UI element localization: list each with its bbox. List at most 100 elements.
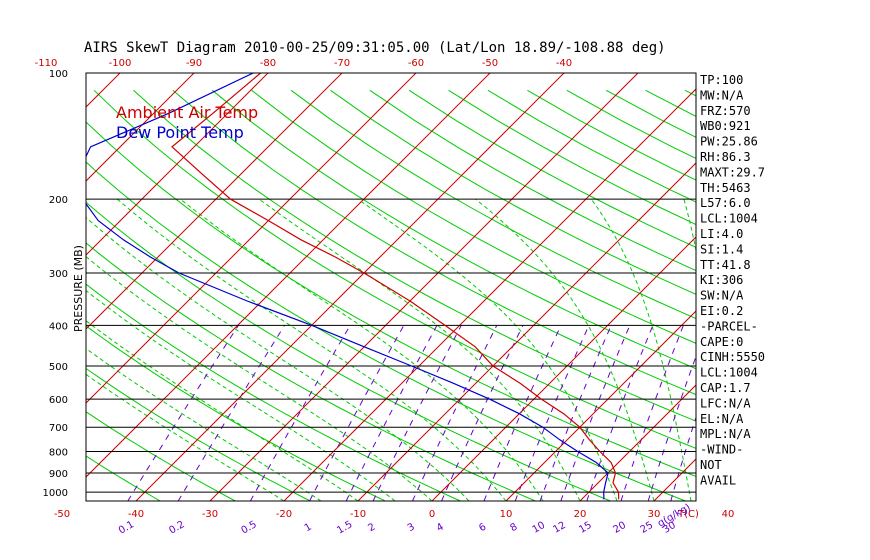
top-temperature-tick-label: -70 <box>334 58 350 69</box>
isotherm-line <box>283 88 696 501</box>
pressure-tick-label: 200 <box>49 195 68 206</box>
dry-adiabat-line <box>86 121 696 477</box>
isotherm-line <box>357 162 696 501</box>
top-temperature-tick-label: -80 <box>260 58 276 69</box>
bottom-temperature-tick-label: -10 <box>350 509 366 520</box>
series-line-1 <box>86 73 609 500</box>
moist-adiabat-line <box>357 198 618 501</box>
index-item: PW:25.86 <box>700 135 758 149</box>
index-item: LCL:1004 <box>700 366 758 380</box>
pressure-tick-label: 400 <box>49 321 68 332</box>
pressure-tick-label: 900 <box>49 469 68 480</box>
isotherm-line <box>209 73 639 501</box>
mixing-ratio-line <box>483 325 562 501</box>
isotherm-line <box>86 73 269 256</box>
index-item: TP:100 <box>700 73 743 87</box>
dry-adiabat-line <box>86 325 386 501</box>
index-item: -PARCEL- <box>700 319 758 333</box>
mixing-ratio-tick-label: 6 <box>477 521 488 534</box>
mixing-ratio-line <box>309 325 405 501</box>
index-item: FRZ:570 <box>700 104 751 118</box>
isotherm-line <box>431 236 696 501</box>
index-item: CAPE:0 <box>700 335 743 349</box>
index-item: EI:0.2 <box>700 304 743 318</box>
chart-title: AIRS SkewT Diagram 2010-00-25/09:31:05.0… <box>84 40 666 56</box>
dry-adiabat-line <box>448 89 696 226</box>
mixing-ratio-tick-labels: 0.1 0.2 0.5 1 1.5 2 3 4 6 8 10 12 15 20 25 30 <box>117 519 678 537</box>
top-temperature-tick-label: -90 <box>186 58 202 69</box>
dry-adiabat-line <box>86 161 686 501</box>
top-temperature-tick-label: -40 <box>556 58 572 69</box>
index-item: MAXT:29.7 <box>700 165 765 179</box>
sounding-profiles <box>86 73 620 500</box>
mixing-ratio-line <box>441 325 524 501</box>
mixing-ratio-tick-label: 0.2 <box>167 519 186 536</box>
pressure-tick-label: 600 <box>49 395 68 406</box>
pressure-tick-label: 1000 <box>43 488 68 499</box>
dry-adiabat-line <box>369 89 696 272</box>
index-item: LFC:N/A <box>700 396 751 410</box>
isotherm-line <box>86 73 491 478</box>
bottom-temperature-tick-label: 40 <box>722 509 735 520</box>
mixing-ratio-tick-label: 0.1 <box>117 519 136 536</box>
mixing-ratio-tick-label: 25 <box>639 520 656 536</box>
index-item: SW:N/A <box>700 289 744 303</box>
bottom-temperature-tick-labels: -50 -40 -30 -20 -10 0 10 20 30 40 <box>54 509 735 520</box>
moist-adiabat-line <box>590 198 692 501</box>
top-temperature-tick-label: -100 <box>109 58 132 69</box>
bottom-temperature-tick-label: 10 <box>500 509 513 520</box>
mixing-ratio-line <box>514 325 590 501</box>
top-temperature-tick-label: -60 <box>408 58 424 69</box>
dry-adiabat-line <box>86 455 161 501</box>
dry-adiabat-line <box>86 283 461 501</box>
top-temperature-tick-labels: -120-110-100-90-80-70-60-50-40 <box>35 58 573 69</box>
index-item: SI:1.4 <box>700 242 743 256</box>
isotherm-line <box>86 73 343 330</box>
isobar-lines <box>86 72 696 493</box>
mixing-ratio-line <box>372 325 462 501</box>
isotherm-line <box>86 73 417 404</box>
pressure-tick-label: 700 <box>49 423 68 434</box>
index-item: EL:N/A <box>700 412 744 426</box>
bottom-temperature-tick-label: 30 <box>648 509 661 520</box>
dry-adiabat-line <box>251 89 696 344</box>
dry-adiabat-line <box>86 242 536 501</box>
bottom-temperature-tick-label: -50 <box>54 509 70 520</box>
pressure-tick-labels: 100 200 300 400 500 600 700 800 900 1000 <box>43 69 68 499</box>
mixing-ratio-line <box>249 325 351 501</box>
top-temperature-tick-label: -110 <box>35 58 58 69</box>
mixing-ratio-line <box>345 325 438 501</box>
bottom-temperature-tick-label: 0 <box>429 509 435 520</box>
dry-adiabat-line <box>645 89 696 118</box>
mixing-ratio-line <box>412 325 498 501</box>
dry-adiabat-line <box>93 89 696 449</box>
bottom-temperature-tick-label: 20 <box>574 509 587 520</box>
index-item: KI:306 <box>700 273 743 287</box>
mixing-ratio-lines <box>127 325 696 501</box>
moist-adiabat-line <box>86 347 322 501</box>
index-item: TT:41.8 <box>700 258 751 272</box>
legend-dew-point-temp: Dew Point Temp <box>116 123 244 142</box>
index-item: MPL:N/A <box>700 427 751 441</box>
y-axis-label: PRESSURE (MB) <box>72 245 85 332</box>
index-item: LCL:1004 <box>700 212 758 226</box>
index-item: AVAIL <box>700 473 736 487</box>
isotherm-line <box>653 458 696 501</box>
mixing-ratio-tick-label: 2 <box>366 521 377 534</box>
mixing-ratio-tick-label: 15 <box>577 520 594 536</box>
isotherm-line <box>0 73 46 501</box>
dry-adiabat-line <box>330 89 696 295</box>
mixing-ratio-tick-label: 1 <box>303 521 314 534</box>
index-item: MW:N/A <box>700 88 744 102</box>
dry-adiabat-line <box>527 89 696 181</box>
index-item: L57:6.0 <box>700 196 751 210</box>
mixing-ratio-line <box>177 325 285 501</box>
dry-adiabat-line <box>86 367 311 501</box>
mixing-ratio-tick-label: 10 <box>531 520 548 536</box>
dry-adiabat-line <box>133 89 696 422</box>
legend-ambient-air-temp: Ambient Air Temp <box>116 103 258 122</box>
mixing-ratio-tick-label: 1.5 <box>335 519 354 536</box>
mixing-ratio-tick-label: 20 <box>611 520 628 536</box>
